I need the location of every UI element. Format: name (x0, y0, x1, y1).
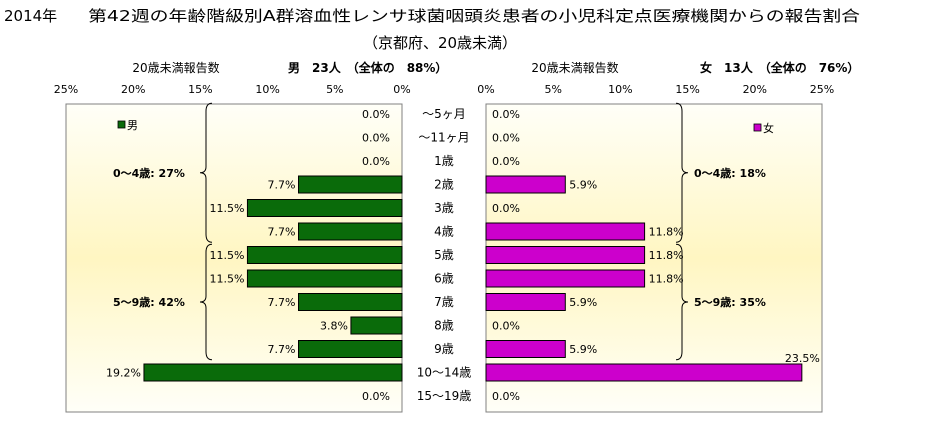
age-category-label: 1歳 (434, 154, 454, 168)
male-bar (246, 199, 403, 217)
female-bar (485, 363, 803, 382)
male-value-label: 7.7% (268, 179, 296, 192)
age-category-label: 8歳 (434, 319, 454, 333)
female-value-label: 11.8% (649, 249, 684, 262)
male-group-label: 5～9歳: 42% (113, 295, 185, 309)
male-x-axis-ticks: 0% 5% 10% 15% 20% 25% (54, 83, 411, 96)
male-value-labels: 0.0% 0.0% 0.0% 7.7% 11.5% 7.7% 11.5% 11.5% 7.7% 3… (106, 108, 390, 403)
age-category-label: 3歳 (434, 201, 454, 215)
male-summary-label: 男 23人 （全体の 88%） (288, 60, 447, 75)
male-bar (246, 269, 403, 288)
age-category-label: 7歳 (434, 295, 454, 309)
male-value-label: 0.0% (362, 132, 390, 145)
female-group-label: 0～4歳: 18% (694, 166, 766, 180)
female-value-label: 23.5% (785, 352, 820, 365)
female-legend: 女 (753, 121, 774, 135)
female-bar (485, 340, 566, 358)
female-value-label: 0.0% (492, 320, 520, 333)
female-age-group-brackets: 0～4歳: 18% 5～9歳: 35% (675, 102, 766, 361)
year-label: 2014年 (4, 7, 57, 25)
male-group-bracket (199, 102, 213, 243)
female-legend-swatch (753, 123, 762, 132)
age-category-label: 4歳 (434, 225, 454, 239)
age-category-label: ～5ヶ月 (422, 107, 466, 121)
female-value-label: 0.0% (492, 155, 520, 168)
female-value-labels: 0.0% 0.0% 0.0% 5.9% 0.0% 11.8% 11.8% 11.8% 5.9% 0… (492, 108, 820, 403)
female-value-label: 0.0% (492, 202, 520, 215)
female-value-label: 0.0% (492, 108, 520, 121)
male-age-group-brackets: 0～4歳: 27% 5～9歳: 42% (113, 102, 213, 361)
male-value-label: 0.0% (362, 108, 390, 121)
male-bar (298, 340, 403, 358)
male-x-tick-label: 10% (255, 83, 279, 96)
female-bar (485, 293, 566, 311)
male-bar (298, 293, 403, 311)
age-category-label: 9歳 (434, 342, 454, 356)
male-value-label: 19.2% (106, 367, 141, 380)
male-value-label: 7.7% (268, 343, 296, 356)
female-axis-label: 20歳未満報告数 (531, 60, 618, 75)
male-bar (143, 363, 403, 382)
female-group-bracket (675, 243, 689, 361)
female-bar (485, 246, 646, 264)
male-value-label: 0.0% (362, 390, 390, 403)
chart-title: 第42週の年齢階級別A群溶血性レンサ球菌咽頭炎患者の小児科定点医療機関からの報告… (88, 7, 860, 25)
age-category-label: 6歳 (434, 272, 454, 286)
age-category-label: 10～14歳 (417, 366, 472, 380)
female-x-tick-label: 0% (477, 83, 494, 96)
male-x-tick-label: 0% (393, 83, 410, 96)
female-x-tick-label: 5% (544, 83, 561, 96)
male-legend: 男 (117, 119, 138, 132)
female-x-tick-label: 20% (743, 83, 767, 96)
age-category-label: 2歳 (434, 178, 454, 192)
male-bars (143, 175, 403, 382)
female-group-bracket (675, 102, 689, 243)
male-value-label: 3.8% (320, 320, 348, 333)
male-x-tick-label: 20% (121, 83, 145, 96)
male-value-label: 7.7% (268, 226, 296, 239)
female-bar (485, 269, 646, 288)
male-legend-label: 男 (127, 119, 138, 132)
male-x-tick-label: 25% (54, 83, 78, 96)
chart-subtitle: （京都府、20歳未満） (363, 34, 517, 52)
female-value-label: 11.8% (649, 226, 684, 239)
female-summary-label: 女 13人 （全体の 76%） (700, 60, 859, 75)
female-value-label: 5.9% (569, 343, 597, 356)
male-value-label: 11.5% (209, 249, 244, 262)
female-value-label: 0.0% (492, 390, 520, 403)
female-x-tick-label: 25% (810, 83, 834, 96)
female-x-tick-label: 10% (608, 83, 632, 96)
age-category-labels: ～5ヶ月 ～11ヶ月 1歳 2歳 3歳 4歳 5歳 6歳 7歳 8歳 9歳 10～14歳 15～19歳 (417, 107, 472, 403)
male-bar (298, 175, 403, 194)
age-category-label: 15～19歳 (417, 389, 472, 403)
female-bar (485, 175, 566, 194)
female-x-tick-label: 15% (675, 83, 699, 96)
male-value-label: 7.7% (268, 296, 296, 309)
male-bar (350, 316, 403, 335)
male-value-label: 11.5% (209, 202, 244, 215)
female-value-label: 5.9% (569, 296, 597, 309)
male-value-label: 0.0% (362, 155, 390, 168)
male-axis-label: 20歳未満報告数 (132, 60, 219, 75)
female-group-label: 5～9歳: 35% (694, 295, 766, 309)
female-value-label: 0.0% (492, 132, 520, 145)
female-bar (485, 222, 646, 241)
male-bar (298, 222, 403, 241)
male-group-label: 0～4歳: 27% (113, 166, 185, 180)
age-category-label: 5歳 (434, 248, 454, 262)
female-bars (485, 175, 803, 382)
female-value-label: 5.9% (569, 179, 597, 192)
male-x-tick-label: 15% (188, 83, 212, 96)
female-legend-label: 女 (763, 121, 774, 135)
female-x-axis-ticks: 0% 5% 10% 15% 20% 25% (477, 83, 834, 96)
female-value-label: 11.8% (649, 273, 684, 286)
male-value-label: 11.5% (209, 273, 244, 286)
male-group-bracket (199, 243, 213, 361)
male-bar (246, 246, 403, 264)
age-category-label: ～11ヶ月 (418, 131, 469, 145)
male-x-tick-label: 5% (326, 83, 343, 96)
male-legend-swatch (117, 120, 126, 129)
